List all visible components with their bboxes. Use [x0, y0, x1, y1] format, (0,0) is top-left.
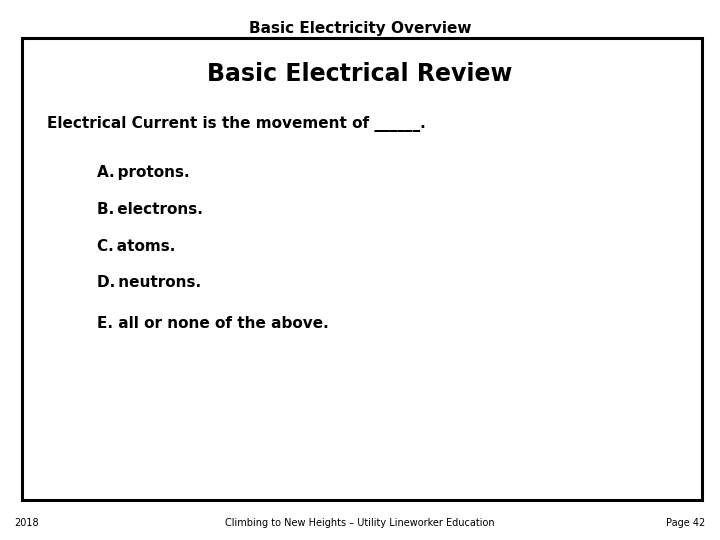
Text: E. all or none of the above.: E. all or none of the above. — [97, 316, 329, 331]
Text: Electrical Current is the movement of ______.: Electrical Current is the movement of __… — [47, 116, 426, 132]
Text: D. neutrons.: D. neutrons. — [97, 275, 202, 291]
Text: Climbing to New Heights – Utility Lineworker Education: Climbing to New Heights – Utility Linewo… — [225, 518, 495, 528]
Text: Page 42: Page 42 — [666, 518, 706, 528]
FancyBboxPatch shape — [22, 38, 702, 500]
Text: Basic Electricity Overview: Basic Electricity Overview — [248, 21, 472, 36]
Text: B. electrons.: B. electrons. — [97, 202, 203, 218]
Text: A. protons.: A. protons. — [97, 165, 190, 180]
Text: Basic Electrical Review: Basic Electrical Review — [207, 62, 513, 86]
Text: C. atoms.: C. atoms. — [97, 239, 176, 254]
Text: 2018: 2018 — [14, 518, 39, 528]
